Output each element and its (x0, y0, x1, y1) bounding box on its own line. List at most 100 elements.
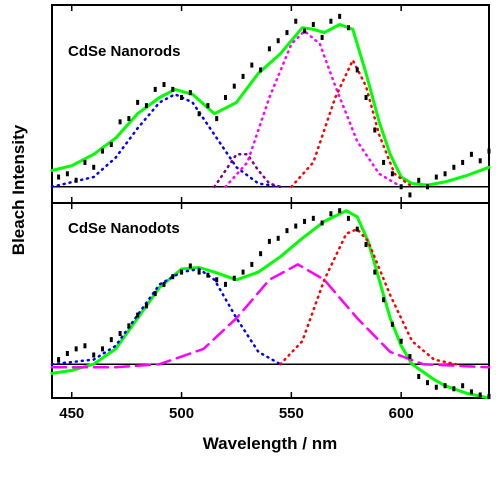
data-point (320, 220, 324, 226)
data-point (153, 291, 157, 297)
component-curve (50, 93, 282, 189)
data-point (101, 148, 105, 154)
data-point (487, 148, 491, 154)
x-axis-title: Wavelength / nm (203, 434, 337, 453)
data-point (74, 346, 78, 352)
data-point (259, 251, 263, 257)
data-point (338, 13, 342, 19)
data-point (241, 269, 245, 275)
data-point (469, 151, 473, 157)
data-point (223, 281, 227, 287)
y-axis-title: Bleach Intensity (9, 124, 28, 255)
data-point (206, 103, 210, 109)
data-point (180, 95, 184, 101)
data-point (92, 352, 96, 358)
data-point (408, 354, 412, 360)
panel-nanorods: CdSe Nanorods (50, 4, 491, 204)
data-point (434, 384, 438, 390)
data-point (276, 235, 280, 241)
data-point (417, 177, 421, 183)
data-point (83, 343, 87, 349)
data-point (443, 383, 447, 389)
data-point (408, 192, 412, 198)
data-point (443, 171, 447, 177)
x-tick-label: 550 (279, 405, 304, 422)
data-point (197, 111, 201, 117)
data-point (426, 184, 430, 190)
data-point (285, 228, 289, 234)
panel-nanodots-label: CdSe Nanodots (68, 220, 180, 237)
data-point (382, 159, 386, 165)
data-point (329, 211, 333, 217)
component-curve (279, 227, 458, 366)
data-point (215, 277, 219, 283)
data-point (390, 171, 394, 177)
data-point (171, 274, 175, 280)
data-point (118, 119, 122, 125)
data-point (399, 184, 403, 190)
data-point (390, 321, 394, 327)
component-curve (50, 263, 491, 369)
data-point (399, 338, 403, 344)
data-point (162, 82, 166, 88)
data-point (452, 386, 456, 392)
data-point (241, 73, 245, 79)
data-point (346, 215, 350, 221)
data-point (136, 99, 140, 105)
panel-nanorods-label: CdSe Nanorods (68, 43, 181, 60)
data-point (162, 281, 166, 287)
data-point (127, 323, 131, 329)
data-point (74, 177, 78, 183)
data-point (250, 62, 254, 68)
panel-nanorods-plot (50, 13, 491, 198)
data-point (197, 269, 201, 275)
data-point (276, 38, 280, 44)
data-point (57, 357, 61, 363)
x-tick-label: 600 (389, 405, 414, 422)
data-point (364, 241, 368, 247)
data-point (373, 269, 377, 275)
data-point (373, 127, 377, 133)
data-point (311, 21, 315, 27)
data-point (259, 67, 263, 73)
data-point (232, 275, 236, 281)
data-point (267, 238, 271, 244)
data-point (136, 312, 140, 318)
data-point (92, 164, 96, 170)
data-point (153, 86, 157, 92)
fit-curve (50, 209, 491, 400)
data-point (65, 350, 69, 356)
data-point (109, 337, 113, 343)
panel-nanorods-frame (51, 4, 490, 204)
panel-nanodots-plot (50, 208, 491, 400)
fit-curve (50, 23, 491, 187)
data-point (101, 346, 105, 352)
data-point (329, 18, 333, 24)
data-point (223, 95, 227, 101)
data-point (478, 392, 482, 398)
component-curve (224, 29, 403, 189)
x-tick-label: 500 (169, 405, 194, 422)
data-point (180, 269, 184, 275)
data-point (434, 174, 438, 180)
data-point (232, 83, 236, 89)
data-point (294, 223, 298, 229)
data-point (311, 215, 315, 221)
data-point (206, 272, 210, 278)
panel-nanodots: CdSe Nanodots (50, 202, 491, 400)
data-point (127, 116, 131, 122)
data-point (478, 158, 482, 164)
x-tick-label: 450 (59, 405, 84, 422)
data-point (65, 171, 69, 177)
data-point (83, 159, 87, 165)
data-point (382, 297, 386, 303)
component-curve (290, 58, 414, 189)
data-point (294, 18, 298, 24)
data-point (338, 208, 342, 214)
data-point (417, 374, 421, 380)
data-point (188, 90, 192, 96)
data-point (364, 95, 368, 101)
data-point (118, 331, 122, 337)
data-point (171, 86, 175, 92)
